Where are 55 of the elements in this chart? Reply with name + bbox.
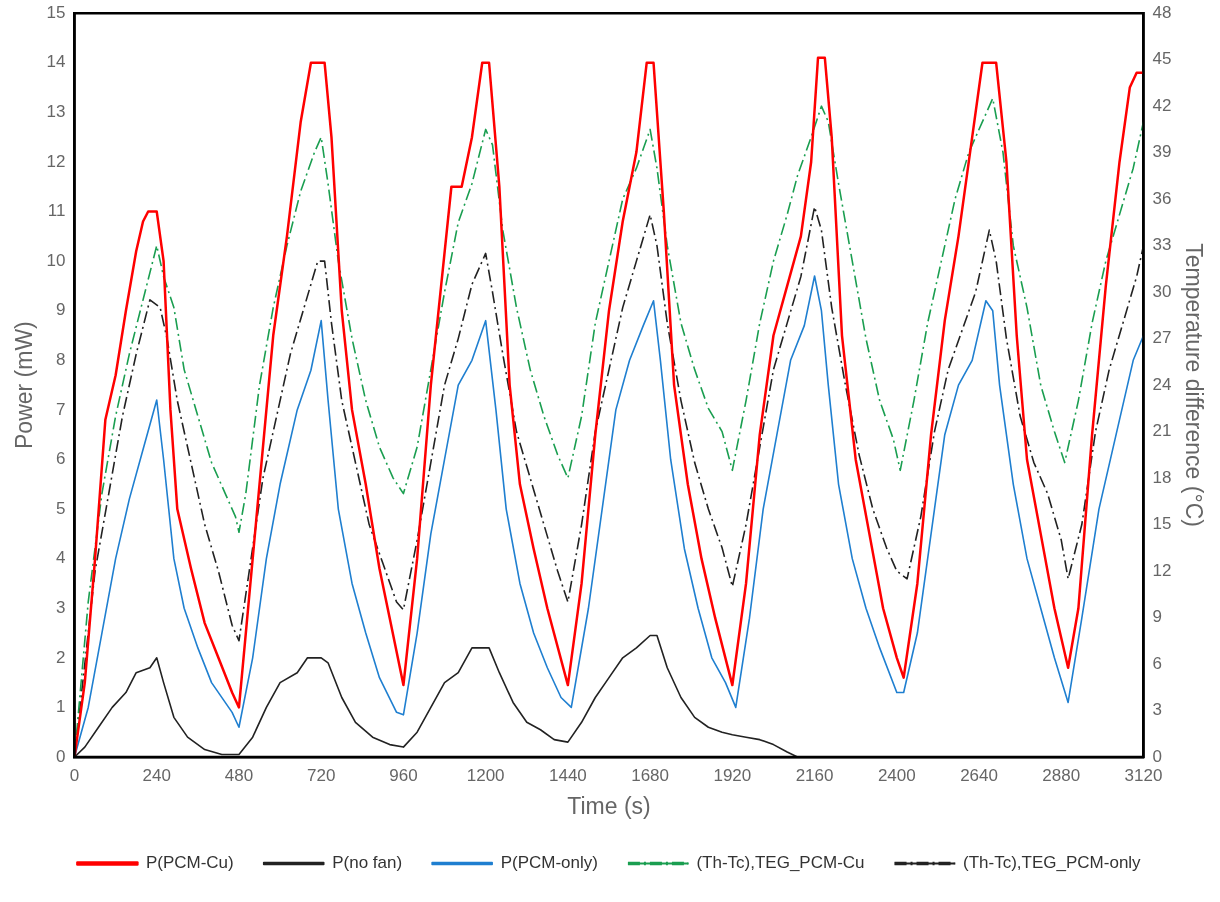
x-tick-label: 2880 [1042, 765, 1081, 785]
legend-label: (Th-Tc),TEG_PCM-only [963, 853, 1142, 873]
legend-label: P(PCM-only) [500, 853, 598, 873]
x-tick-label: 2400 [877, 765, 916, 785]
legend-label: P(no fan) [332, 853, 403, 873]
y-tick-label: 5 [56, 498, 66, 518]
y-tick-label: 3 [56, 597, 66, 617]
y2-tick-label: 21 [1152, 421, 1172, 441]
x-tick-label: 3120 [1124, 765, 1163, 785]
x-tick-label: 960 [389, 765, 418, 785]
y2-tick-label: 18 [1152, 467, 1172, 487]
y2-tick-label: 45 [1152, 49, 1172, 69]
y2-tick-label: 24 [1152, 374, 1172, 394]
y2-tick-label: 33 [1152, 235, 1172, 255]
x-tick-label: 2640 [960, 765, 998, 785]
y2-tick-label: 30 [1152, 281, 1172, 301]
legend-label: (Th-Tc),TEG_PCM-Cu [696, 853, 865, 873]
x-tick-label: 1920 [713, 765, 752, 785]
y-tick-label: 1 [56, 697, 66, 717]
y2-tick-label: 3 [1152, 700, 1162, 720]
y-tick-label: 4 [56, 548, 66, 568]
y2-axis-title: Temperature difference (°C) [1180, 243, 1207, 527]
x-tick-label: 1680 [631, 765, 670, 785]
y-tick-label: 11 [47, 201, 66, 221]
y-tick-label: 6 [56, 449, 66, 469]
x-tick-label: 240 [142, 765, 171, 785]
y-tick-label: 8 [56, 349, 66, 369]
y-tick-label: 14 [46, 52, 66, 72]
y2-tick-label: 6 [1152, 653, 1162, 673]
y-tick-label: 0 [56, 746, 66, 766]
y-tick-label: 7 [56, 399, 66, 419]
x-tick-label: 480 [224, 765, 254, 785]
y-tick-label: 12 [46, 151, 66, 171]
x-axis-title: Time (s) [567, 792, 651, 819]
x-tick-label: 2160 [795, 765, 834, 785]
y-tick-label: 13 [46, 102, 66, 122]
y2-tick-label: 39 [1152, 142, 1172, 162]
y2-tick-label: 0 [1152, 746, 1162, 766]
y2-tick-label: 27 [1152, 328, 1172, 348]
y2-tick-label: 15 [1152, 514, 1172, 534]
y-tick-label: 9 [56, 300, 66, 320]
x-tick-label: 1200 [466, 765, 505, 785]
y2-tick-label: 48 [1152, 2, 1172, 22]
x-tick-label: 1440 [548, 765, 587, 785]
y2-tick-label: 12 [1152, 560, 1172, 580]
y2-tick-label: 42 [1152, 95, 1172, 115]
x-tick-label: 720 [307, 765, 336, 785]
y2-tick-label: 36 [1152, 188, 1172, 208]
y2-tick-label: 9 [1152, 607, 1162, 627]
y-tick-label: 2 [56, 647, 66, 667]
legend-label: P(PCM-Cu) [145, 853, 234, 873]
y-axis-title: Power (mW) [11, 321, 38, 449]
x-tick-label: 0 [69, 765, 80, 785]
y-tick-label: 15 [46, 2, 66, 22]
y-tick-label: 10 [46, 250, 66, 270]
